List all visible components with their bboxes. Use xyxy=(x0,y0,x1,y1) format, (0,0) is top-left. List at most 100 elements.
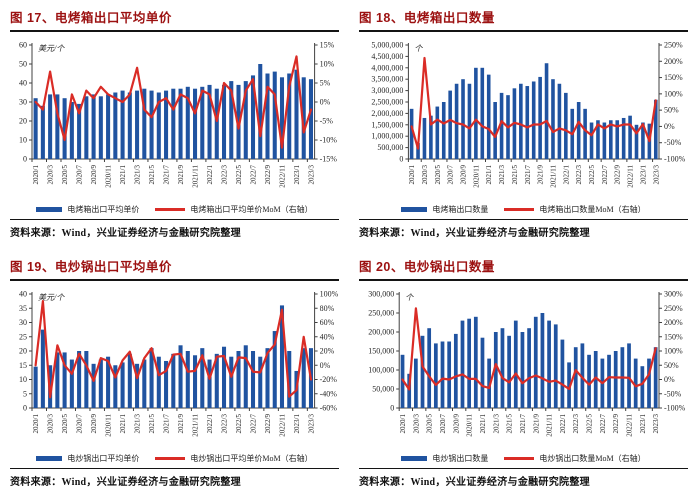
svg-text:-60%: -60% xyxy=(320,404,338,413)
svg-text:2020/11: 2020/11 xyxy=(105,165,113,188)
svg-text:20: 20 xyxy=(19,347,27,356)
svg-text:40%: 40% xyxy=(320,332,335,341)
svg-text:500,000: 500,000 xyxy=(377,143,403,152)
svg-text:2022/1: 2022/1 xyxy=(206,165,214,185)
svg-text:2020/7: 2020/7 xyxy=(76,414,84,434)
svg-text:5%: 5% xyxy=(320,79,331,88)
legend-item-bar: 电烤箱出口平均单价 xyxy=(36,204,139,215)
svg-text:2021/1: 2021/1 xyxy=(119,414,127,434)
svg-text:100,000: 100,000 xyxy=(368,366,394,375)
x-axis-labels: 2020/1 2020/3 2020/5 2020/7 2020/9 2020/11 202… xyxy=(399,414,660,437)
svg-text:3,000,000: 3,000,000 xyxy=(371,86,403,95)
line-swatch xyxy=(155,457,186,460)
svg-text:2023/3: 2023/3 xyxy=(307,414,315,434)
svg-text:80%: 80% xyxy=(320,304,335,313)
svg-text:2021/7: 2021/7 xyxy=(524,165,532,185)
title-rule xyxy=(359,279,688,281)
svg-text:2020/9: 2020/9 xyxy=(452,414,460,434)
svg-text:50: 50 xyxy=(19,60,27,69)
svg-text:60: 60 xyxy=(19,41,27,50)
legend-item-line: 电烤箱出口数量MoM（右轴） xyxy=(504,204,646,215)
svg-text:200,000: 200,000 xyxy=(368,328,394,337)
svg-text:2021/11: 2021/11 xyxy=(549,165,557,188)
svg-text:2021/3: 2021/3 xyxy=(134,414,142,434)
bar-swatch xyxy=(401,456,428,461)
chart-panel-18: 图 18、电烤箱出口数量 0 500,000 1,000,000 1,500,000 2… xyxy=(349,0,698,249)
svg-text:2021/9: 2021/9 xyxy=(177,165,185,185)
axes: 0 500,000 1,000,000 1,500,000 2,000,000 2,500… xyxy=(371,41,685,164)
line-series xyxy=(34,300,313,399)
svg-text:2020/9: 2020/9 xyxy=(90,414,98,434)
svg-text:2,000,000: 2,000,000 xyxy=(371,109,403,118)
svg-text:2022/9: 2022/9 xyxy=(614,165,622,185)
svg-text:200%: 200% xyxy=(664,318,683,327)
svg-text:20: 20 xyxy=(19,117,27,126)
svg-text:2022/5: 2022/5 xyxy=(588,165,596,185)
svg-text:2020/7: 2020/7 xyxy=(439,414,447,434)
svg-text:2021/11: 2021/11 xyxy=(192,165,200,188)
source-rule xyxy=(10,468,339,469)
svg-text:-15%: -15% xyxy=(320,155,338,164)
legend-item-line: 电烤箱出口平均单价MoM（右轴） xyxy=(155,204,313,215)
svg-text:2020/5: 2020/5 xyxy=(426,414,434,434)
svg-text:25: 25 xyxy=(19,332,27,341)
svg-text:2020/7: 2020/7 xyxy=(76,165,84,185)
svg-text:2020/1: 2020/1 xyxy=(408,165,416,185)
svg-text:2021/3: 2021/3 xyxy=(134,165,142,185)
svg-text:150%: 150% xyxy=(664,332,683,341)
bar-swatch xyxy=(36,456,63,461)
svg-text:200%: 200% xyxy=(664,57,683,66)
chart-17-plot: 0 10 20 30 40 50 60 -15% -10% -5% 0% 5% 10% 15% 美元/个 20… xyxy=(19,41,338,188)
svg-text:0%: 0% xyxy=(664,375,675,384)
legend-line-label: 电烤箱出口平均单价MoM（右轴） xyxy=(190,205,313,214)
svg-text:2022/1: 2022/1 xyxy=(562,165,570,185)
svg-text:300%: 300% xyxy=(664,290,683,299)
svg-text:2022/5: 2022/5 xyxy=(586,414,594,434)
svg-text:100%: 100% xyxy=(664,89,683,98)
svg-text:-5%: -5% xyxy=(320,117,334,126)
chart-17-legend: 电烤箱出口平均单价 电烤箱出口平均单价MoM（右轴） xyxy=(10,203,339,216)
source-note: 资料来源：Wind，兴业证券经济与金融研究院整理 xyxy=(10,228,241,239)
svg-text:2022/1: 2022/1 xyxy=(559,414,567,434)
title-rule xyxy=(10,30,339,32)
svg-text:250%: 250% xyxy=(664,304,683,313)
svg-text:美元/个: 美元/个 xyxy=(38,293,65,302)
svg-text:2020/11: 2020/11 xyxy=(466,414,474,437)
svg-text:250,000: 250,000 xyxy=(368,309,394,318)
line-series xyxy=(410,56,657,150)
title-rule xyxy=(359,30,688,32)
x-axis-labels: 2020/1 2020/3 2020/5 2020/7 2020/9 2020/11 202… xyxy=(408,165,660,188)
svg-text:2021/7: 2021/7 xyxy=(163,414,171,434)
svg-text:美元/个: 美元/个 xyxy=(38,44,65,53)
chart-20-title: 图 20、电炒锅出口数量 xyxy=(359,260,495,274)
bar-swatch xyxy=(36,207,63,212)
svg-text:2020/7: 2020/7 xyxy=(447,165,455,185)
svg-text:4,500,000: 4,500,000 xyxy=(371,52,403,61)
legend-bar-label: 电烤箱出口数量 xyxy=(432,205,489,214)
svg-text:2022/3: 2022/3 xyxy=(221,414,229,434)
svg-text:0%: 0% xyxy=(320,361,331,370)
svg-text:个: 个 xyxy=(414,44,423,53)
svg-text:40: 40 xyxy=(19,79,27,88)
x-axis-labels: 2020/1 2020/3 2020/5 2020/7 2020/9 2020/11 202… xyxy=(32,414,315,437)
svg-text:2021/3: 2021/3 xyxy=(492,414,500,434)
svg-text:2021/9: 2021/9 xyxy=(177,414,185,434)
svg-text:2020/5: 2020/5 xyxy=(61,165,69,185)
svg-text:100%: 100% xyxy=(664,347,683,356)
svg-text:2022/9: 2022/9 xyxy=(612,414,620,434)
svg-text:0%: 0% xyxy=(320,98,331,107)
svg-text:2022/3: 2022/3 xyxy=(572,414,580,434)
chart-20-plot: 0 50,000 100,000 150,000 200,000 250,000 300,0… xyxy=(368,290,686,437)
svg-text:30: 30 xyxy=(19,318,27,327)
svg-text:100%: 100% xyxy=(320,290,339,299)
svg-text:150%: 150% xyxy=(664,73,683,82)
svg-text:2022/11: 2022/11 xyxy=(626,414,634,437)
svg-text:-100%: -100% xyxy=(664,404,686,413)
legend-item-bar: 电炒锅出口平均单价 xyxy=(36,453,139,464)
svg-text:2020/3: 2020/3 xyxy=(412,414,420,434)
svg-text:4,000,000: 4,000,000 xyxy=(371,63,403,72)
svg-text:2021/7: 2021/7 xyxy=(163,165,171,185)
chart-17-title: 图 17、电烤箱出口平均单价 xyxy=(10,11,172,25)
legend-line-label: 电烤箱出口数量MoM（右轴） xyxy=(539,205,646,214)
